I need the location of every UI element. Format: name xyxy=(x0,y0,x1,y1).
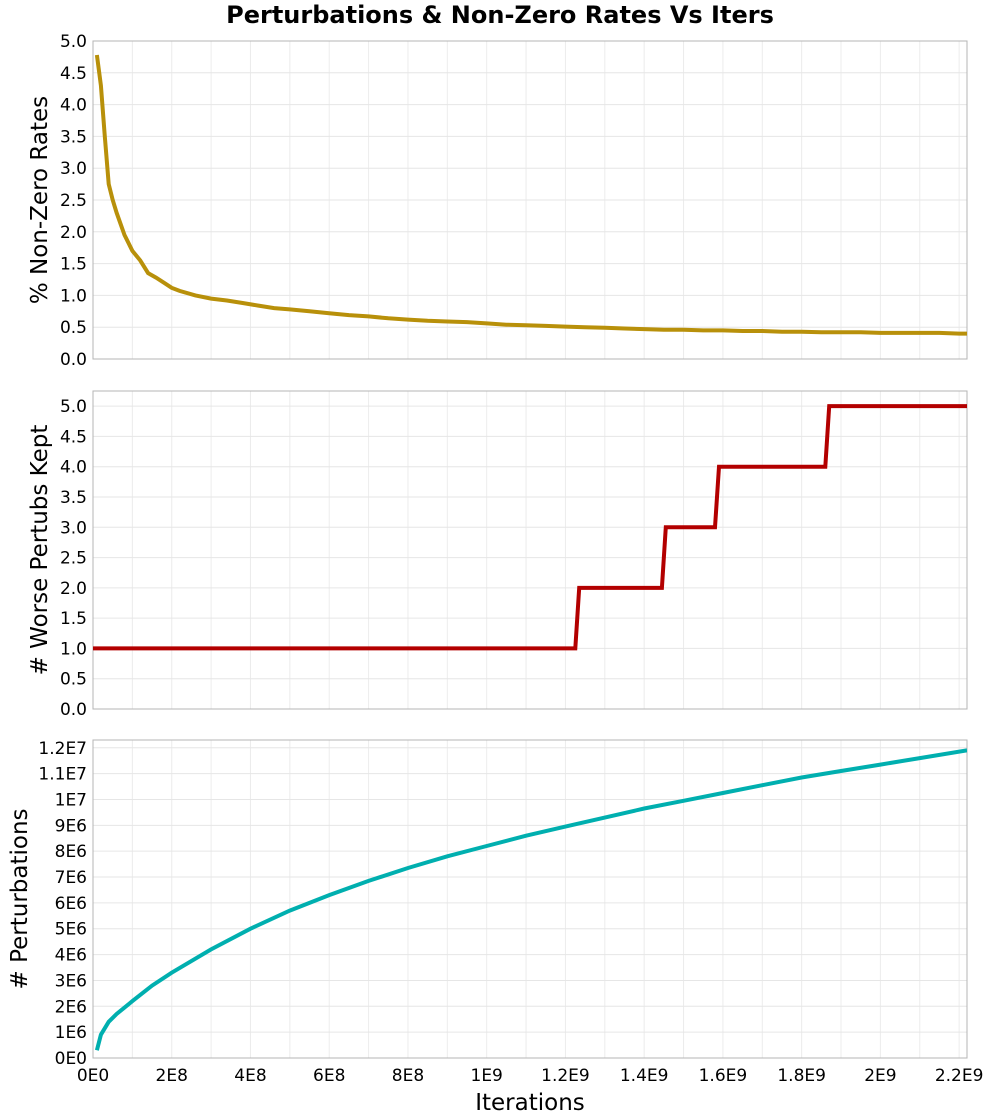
y-tick-label: 4E6 xyxy=(55,946,87,966)
y-tick-label: 1.0 xyxy=(60,286,87,306)
series-line-1 xyxy=(93,404,967,651)
y-tick-label: 1.5 xyxy=(60,255,87,275)
x-tick-label: 1.4E9 xyxy=(620,1066,669,1086)
x-tick-label: 1.8E9 xyxy=(777,1066,826,1086)
plot-area xyxy=(93,391,967,709)
y-tick-label: 2.5 xyxy=(60,191,87,211)
chart-panel-3: 0E0 1E6 2E6 3E6 4E6 5E6 6E6 7E6 8E6 9E6 1E7 1.1E7 1.… xyxy=(7,739,983,1116)
y-tick-label: 3.5 xyxy=(60,488,87,508)
y-tick-label: 2E6 xyxy=(55,997,87,1017)
y-tick-label: 1.0 xyxy=(60,639,87,659)
y-tick-label: 5E6 xyxy=(55,920,87,940)
y-axis-ticks: 0.0 0.5 1.0 1.5 2.0 2.5 3.0 3.5 4.0 4.5 5.0 xyxy=(60,32,87,370)
y-tick-label: 4.0 xyxy=(60,96,87,116)
x-axis-label: Iterations xyxy=(475,1090,585,1116)
y-tick-label: 4.5 xyxy=(60,427,87,447)
x-tick-label: 2E8 xyxy=(156,1066,188,1086)
x-tick-label: 1.2E9 xyxy=(541,1066,590,1086)
plot-frame xyxy=(92,739,968,1059)
x-tick-label: 2E9 xyxy=(864,1066,896,1086)
x-tick-label: 2.2E9 xyxy=(935,1066,984,1086)
y-tick-label: 3.0 xyxy=(60,159,87,179)
y-tick-label: 4.0 xyxy=(60,458,87,478)
y-tick-label: 6E6 xyxy=(55,894,87,914)
plot-frame xyxy=(92,390,968,710)
x-tick-label: 1E9 xyxy=(471,1066,503,1086)
y-tick-label: 3E6 xyxy=(55,971,87,991)
y-tick-label: 1.1E7 xyxy=(38,765,87,785)
y-axis-label: # Perturbations xyxy=(7,808,33,989)
y-tick-label: 1.5 xyxy=(60,609,87,629)
y-tick-label: 0E0 xyxy=(55,1049,87,1069)
y-axis-label: % Non-Zero Rates xyxy=(27,96,53,304)
y-tick-label: 0.0 xyxy=(60,350,87,370)
x-tick-label: 1.6E9 xyxy=(699,1066,748,1086)
y-tick-label: 2.5 xyxy=(60,549,87,569)
y-tick-label: 3.0 xyxy=(60,518,87,538)
y-tick-label: 5.0 xyxy=(60,397,87,417)
y-tick-label: 9E6 xyxy=(55,816,87,836)
y-tick-label: 8E6 xyxy=(55,842,87,862)
y-tick-label: 0.0 xyxy=(60,700,87,720)
y-tick-label: 1.2E7 xyxy=(38,739,87,759)
y-tick-label: 0.5 xyxy=(60,670,87,690)
chart-panel-2: 0.0 0.5 1.0 1.5 2.0 2.5 3.0 3.5 4.0 4.5 5.0 # Worse… xyxy=(27,390,968,720)
y-tick-label: 1E6 xyxy=(55,1023,87,1043)
y-tick-label: 1E7 xyxy=(55,790,87,810)
y-tick-label: 7E6 xyxy=(55,868,87,888)
chart-panels: 0.0 0.5 1.0 1.5 2.0 2.5 3.0 3.5 4.0 4.5 5.0 % Non-Z… xyxy=(7,32,983,1116)
plot-frame xyxy=(92,40,968,360)
y-tick-label: 5.0 xyxy=(60,32,87,52)
series-line-1 xyxy=(94,54,967,336)
figure-title: Perturbations & Non-Zero Rates Vs Iters xyxy=(226,1,774,29)
y-tick-label: 3.5 xyxy=(60,127,87,147)
y-tick-label: 4.5 xyxy=(60,64,87,84)
x-tick-label: 4E8 xyxy=(234,1066,266,1086)
chart-panel-1: 0.0 0.5 1.0 1.5 2.0 2.5 3.0 3.5 4.0 4.5 5.0 % Non-Z… xyxy=(27,32,968,370)
y-tick-label: 2.0 xyxy=(60,579,87,599)
x-tick-label: 6E8 xyxy=(313,1066,345,1086)
x-tick-label: 0E0 xyxy=(77,1066,109,1086)
x-axis-ticks: 0E0 2E8 4E8 6E8 8E8 1E9 1.2E9 1.4E9 1.6E9 1.8E9 2E… xyxy=(77,1066,984,1086)
x-tick-label: 8E8 xyxy=(392,1066,424,1086)
y-axis-ticks: 0.0 0.5 1.0 1.5 2.0 2.5 3.0 3.5 4.0 4.5 5.0 xyxy=(60,397,87,720)
y-tick-label: 2.0 xyxy=(60,223,87,243)
y-axis-label: # Worse Pertubs Kept xyxy=(27,425,53,676)
y-axis-ticks: 0E0 1E6 2E6 3E6 4E6 5E6 6E6 7E6 8E6 9E6 1E7 1.1E7 1.… xyxy=(38,739,87,1069)
series-line-1 xyxy=(94,748,967,1051)
plot-area xyxy=(93,740,967,1058)
y-tick-label: 0.5 xyxy=(60,318,87,338)
